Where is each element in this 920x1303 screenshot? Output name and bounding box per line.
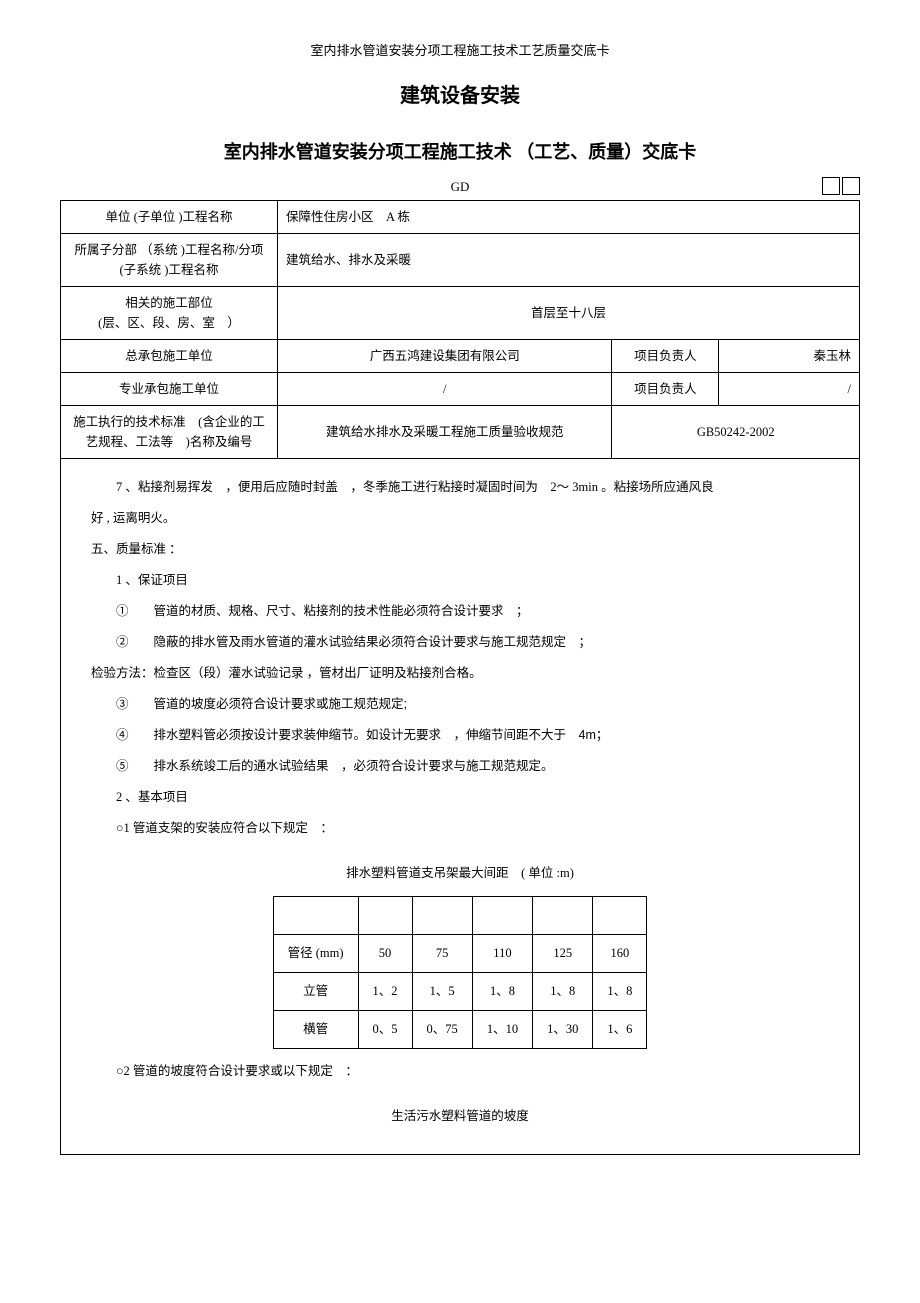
- t1-empty-row: [273, 897, 647, 935]
- i2: ② 隐蔽的排水管及雨水管道的灌水试验结果必须符合设计要求与施工规范规定 ；: [91, 630, 829, 655]
- t1-e1: [358, 897, 412, 935]
- p7b: 好 , 运离明火。: [91, 506, 829, 531]
- r1-label: 单位 (子单位 )工程名称: [61, 201, 278, 234]
- form-row-3: 相关的施工部位 (层、区、段、房、室 ） 首层至十八层: [61, 287, 860, 340]
- t1-c2: 110: [472, 935, 532, 973]
- t1-r2-4: 1、6: [593, 1011, 647, 1049]
- form-row-5: 专业承包施工单位 / 项目负责人 /: [61, 373, 860, 406]
- t1-r2-label: 横管: [273, 1011, 358, 1049]
- s1: 1 、保证项目: [91, 568, 829, 593]
- b2: ○2 管道的坡度符合设计要求或以下规定 ：: [91, 1059, 829, 1084]
- form-table: 单位 (子单位 )工程名称 保障性住房小区 A 栋 所属子分部 （系统 )工程名…: [60, 200, 860, 459]
- t1-r1-1: 1、5: [412, 973, 472, 1011]
- t1-r1-label: 立管: [273, 973, 358, 1011]
- gd-boxes: [820, 177, 860, 199]
- r3-label: 相关的施工部位 (层、区、段、房、室 ）: [61, 287, 278, 340]
- form-row-4: 总承包施工单位 广西五鸿建设集团有限公司 项目负责人 秦玉林: [61, 340, 860, 373]
- page-header: 室内排水管道安装分项工程施工技术工艺质量交底卡: [60, 40, 860, 59]
- t1-c1: 75: [412, 935, 472, 973]
- r6-label: 施工执行的技术标准 (含企业的工艺规程、工法等 )名称及编号: [61, 406, 278, 459]
- r3-val: 首层至十八层: [278, 287, 860, 340]
- t1-h1: 管径 (mm): [273, 935, 358, 973]
- r6-code: GB50242-2002: [612, 406, 860, 459]
- r2-label: 所属子分部 （系统 )工程名称/分项 (子系统 )工程名称: [61, 234, 278, 287]
- t1-r2-2: 1、10: [472, 1011, 532, 1049]
- r4-pm-label: 项目负责人: [612, 340, 719, 373]
- t1-c3: 125: [533, 935, 593, 973]
- s2: 2 、基本项目: [91, 785, 829, 810]
- b1: ○1 管道支架的安装应符合以下规定 ：: [91, 816, 829, 841]
- r5-label: 专业承包施工单位: [61, 373, 278, 406]
- gd-box-2: [842, 177, 860, 195]
- gd-row: GD: [60, 179, 860, 195]
- gd-box-1: [822, 177, 840, 195]
- r2-val: 建筑给水、排水及采暖: [278, 234, 860, 287]
- t1-r1-2: 1、8: [472, 973, 532, 1011]
- t1-e5: [593, 897, 647, 935]
- i4: ④ 排水塑料管必须按设计要求装伸缩节。如设计无要求 ，伸缩节间距不大于 4m；: [91, 723, 829, 748]
- r1-val: 保障性住房小区 A 栋: [278, 201, 860, 234]
- t1-r1-0: 1、2: [358, 973, 412, 1011]
- t1-title: 排水塑料管道支吊架最大间距 ( 单位 :m): [91, 861, 829, 886]
- t1-r1-4: 1、8: [593, 973, 647, 1011]
- t1-r2-3: 1、30: [533, 1011, 593, 1049]
- r4-label: 总承包施工单位: [61, 340, 278, 373]
- t1-r2: 横管 0、5 0、75 1、10 1、30 1、6: [273, 1011, 647, 1049]
- form-row-1: 单位 (子单位 )工程名称 保障性住房小区 A 栋: [61, 201, 860, 234]
- title-sub: 室内排水管道安装分项工程施工技术 （工艺、质量）交底卡: [60, 138, 860, 164]
- r5-pm-label: 项目负责人: [612, 373, 719, 406]
- t1-r1: 立管 1、2 1、5 1、8 1、8 1、8: [273, 973, 647, 1011]
- t1-r2-1: 0、75: [412, 1011, 472, 1049]
- i1: ① 管道的材质、规格、尺寸、粘接剂的技术性能必须符合设计要求 ；: [91, 599, 829, 624]
- i5: ⑤ 排水系统竣工后的通水试验结果 ，必须符合设计要求与施工规范规定。: [91, 754, 829, 779]
- t1-c0: 50: [358, 935, 412, 973]
- t1-e4: [533, 897, 593, 935]
- form-row-2: 所属子分部 （系统 )工程名称/分项 (子系统 )工程名称 建筑给水、排水及采暖: [61, 234, 860, 287]
- r5-pm-val: /: [719, 373, 860, 406]
- p7: 7 、粘接剂易挥发 ，便用后应随时封盖 ，冬季施工进行粘接时凝固时间为 2～ 3…: [91, 475, 829, 500]
- gd-text: GD: [451, 179, 470, 194]
- form-row-6: 施工执行的技术标准 (含企业的工艺规程、工法等 )名称及编号 建筑给水排水及采暖…: [61, 406, 860, 459]
- i2b: 检验方法：检查区（段）灌水试验记录 ，管材出厂证明及粘接剂合格。: [91, 661, 829, 686]
- t1-r2-0: 0、5: [358, 1011, 412, 1049]
- h5: 五、质量标准 ：: [91, 537, 829, 562]
- t2-title: 生活污水塑料管道的坡度: [91, 1104, 829, 1129]
- title-sub-right: （工艺、质量）交底卡: [516, 142, 696, 162]
- table-1: 管径 (mm) 50 75 110 125 160 立管 1、2 1、5 1、8…: [273, 896, 648, 1049]
- r6-val: 建筑给水排水及采暖工程施工质量验收规范: [278, 406, 612, 459]
- title-main: 建筑设备安装: [60, 79, 860, 108]
- r4-val: 广西五鸿建设集团有限公司: [278, 340, 612, 373]
- content-block: 7 、粘接剂易挥发 ，便用后应随时封盖 ，冬季施工进行粘接时凝固时间为 2～ 3…: [60, 459, 860, 1155]
- t1-e3: [472, 897, 532, 935]
- t1-c4: 160: [593, 935, 647, 973]
- r4-pm-val: 秦玉林: [719, 340, 860, 373]
- title-sub-left: 室内排水管道安装分项工程施工技术: [224, 142, 512, 162]
- r5-val: /: [278, 373, 612, 406]
- t1-head-row: 管径 (mm) 50 75 110 125 160: [273, 935, 647, 973]
- t1-r1-3: 1、8: [533, 973, 593, 1011]
- i3: ③ 管道的坡度必须符合设计要求或施工规范规定;: [91, 692, 829, 717]
- t1-e0: [273, 897, 358, 935]
- t1-e2: [412, 897, 472, 935]
